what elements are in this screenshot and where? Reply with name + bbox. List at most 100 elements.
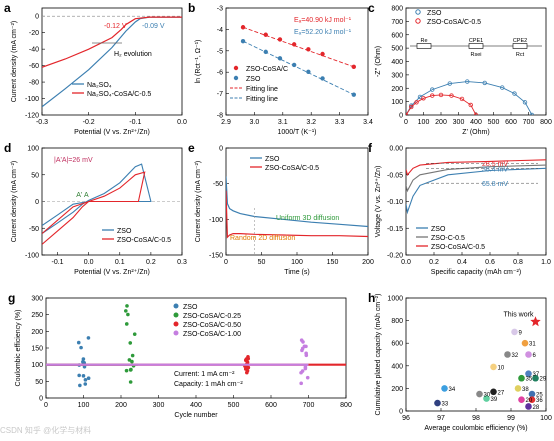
annotation: -0.12 V bbox=[104, 23, 127, 30]
cycle-point bbox=[81, 357, 86, 361]
data-point bbox=[351, 92, 356, 97]
legend-label: ZSO bbox=[431, 226, 446, 233]
y-axis-label: Cumulative plated capacity (mAh cm⁻²) bbox=[375, 294, 382, 416]
plot-area bbox=[406, 159, 546, 215]
panel-f: f 0.0 0.2 0.4 0.6 0.8 1.0 0.00 -0.05 -0.10 -0.15 -0… bbox=[368, 141, 551, 276]
annotation: Eₐ=40.90 kJ mol⁻¹ bbox=[294, 17, 352, 24]
x-tick-label: 100 bbox=[540, 415, 552, 422]
x-tick-label: 3.1 bbox=[278, 119, 288, 126]
annotation: Eₐ=52.20 kJ mol⁻¹ bbox=[294, 29, 352, 36]
x-tick-label: 400 bbox=[190, 402, 202, 409]
x-tick-label: 100 bbox=[418, 119, 430, 126]
x-tick-label: 0 bbox=[224, 259, 228, 266]
data-point bbox=[409, 104, 414, 110]
cycle-point bbox=[79, 345, 83, 350]
axes-frame bbox=[41, 7, 183, 116]
circuit-element bbox=[416, 43, 432, 49]
y-tick-label: 100 bbox=[391, 99, 403, 106]
y-tick-label: -50 bbox=[29, 226, 39, 233]
data-point bbox=[351, 64, 356, 70]
cycle-point bbox=[245, 370, 249, 375]
y-tick-label: -7 bbox=[217, 91, 223, 98]
x-tick-label: -0.3 bbox=[36, 119, 48, 126]
cycle-point bbox=[86, 336, 91, 340]
cycle-point bbox=[304, 344, 308, 349]
data-point bbox=[465, 79, 470, 84]
y-tick-label: 300 bbox=[391, 72, 403, 79]
plot-area bbox=[240, 25, 356, 97]
legend-label: Fitting line bbox=[246, 96, 278, 103]
cycle-point bbox=[245, 360, 250, 365]
y-tick-label: 0 bbox=[39, 396, 43, 403]
x-tick-label: 0.8 bbox=[513, 259, 523, 266]
legend-marker bbox=[173, 312, 179, 318]
legend-marker bbox=[173, 321, 179, 327]
x-tick-label: 0.4 bbox=[457, 259, 467, 266]
x-tick-label: 96 bbox=[402, 415, 410, 422]
x-tick-label: 100 bbox=[291, 259, 303, 266]
x-tick-label: 400 bbox=[470, 119, 482, 126]
annotation: H₂ evolution bbox=[114, 51, 152, 58]
x-tick-label: 500 bbox=[228, 402, 240, 409]
annotation: A bbox=[84, 192, 89, 199]
data-point bbox=[320, 51, 325, 57]
point-label: 9 bbox=[519, 330, 523, 336]
panel-d: d -0.1 0.0 0.1 0.2 0.3 100 50 0 -50 -100 Potential … bbox=[4, 141, 187, 276]
data-point bbox=[406, 112, 409, 115]
data-point bbox=[291, 62, 297, 68]
x-tick-label: 700 bbox=[523, 119, 535, 126]
x-tick-label: 600 bbox=[505, 119, 517, 126]
y-tick-label: -100 bbox=[25, 253, 39, 260]
y-axis-label: Voltage (V vs. Zn²⁺/Zn) bbox=[375, 166, 382, 238]
cycle-point bbox=[78, 383, 82, 388]
fitting-line bbox=[242, 26, 354, 68]
annotation: Uniform 3D diffusion bbox=[276, 215, 339, 222]
x-axis-label: Potential (V vs. Zn²⁺/Zn) bbox=[74, 269, 150, 276]
legend-label: ZSO bbox=[183, 304, 198, 311]
x-tick-label: 150 bbox=[327, 259, 339, 266]
y-tick-label: 0 bbox=[35, 199, 39, 206]
panel-b: b 2.9 3.0 3.1 3.2 3.3 3.4 -3 -4 -5 -6 -7 -8 1000/T (K… bbox=[188, 1, 373, 136]
y-tick-label: 50 bbox=[31, 172, 39, 179]
x-tick-label: 700 bbox=[303, 402, 315, 409]
x-tick-label: 600 bbox=[265, 402, 277, 409]
y-tick-label: 1000 bbox=[387, 296, 403, 303]
x-tick-label: 2.9 bbox=[221, 119, 231, 126]
y-tick-label: 150 bbox=[31, 346, 43, 353]
legend-label: ZSO-CoSA/C-0.25 bbox=[183, 313, 241, 320]
y-tick-label: 0.00 bbox=[389, 146, 403, 153]
y-tick-label: 800 bbox=[391, 6, 403, 13]
y-axis-label: -Z'' (Ohm) bbox=[375, 46, 382, 77]
circuit-element bbox=[512, 43, 528, 49]
annotation: A' bbox=[76, 192, 82, 199]
x-axis-label: Average coulombic efficiency (%) bbox=[424, 425, 527, 432]
x-axis-label: 1000/T (K⁻¹) bbox=[278, 129, 317, 136]
legend-marker bbox=[415, 9, 421, 15]
cv-curve bbox=[42, 163, 152, 235]
y-axis-label: Coulombic efficiency (%) bbox=[15, 310, 22, 387]
y-tick-label: -3 bbox=[217, 6, 223, 13]
x-tick-label: 1.0 bbox=[541, 259, 551, 266]
y-tick-label: 200 bbox=[391, 86, 403, 93]
point-label: 31 bbox=[529, 342, 536, 348]
x-tick-label: 50 bbox=[258, 259, 266, 266]
y-tick-label: 700 bbox=[391, 19, 403, 26]
data-point bbox=[482, 80, 487, 86]
x-tick-label: 200 bbox=[435, 119, 447, 126]
y-tick-label: 400 bbox=[391, 363, 403, 370]
ca-curve bbox=[226, 176, 368, 228]
y-axis-label: Current density (mA cm⁻²) bbox=[11, 21, 18, 103]
point-label: 29 bbox=[540, 377, 547, 383]
legend-label: ZSO-CoSA/C-1.00 bbox=[183, 331, 241, 338]
legend-label: ZSO-CoSA/C-0.5 bbox=[431, 244, 485, 251]
cycle-point bbox=[124, 322, 129, 326]
legend-label: ZSO-CoSA/C-0.50 bbox=[183, 322, 241, 329]
cycle-point bbox=[303, 365, 308, 369]
legend-label: Na₂SO₄-CoSA/C-0.5 bbox=[87, 91, 151, 98]
point-label: 6 bbox=[533, 353, 537, 359]
y-tick-label: 500 bbox=[391, 46, 403, 53]
y-tick-label: -8 bbox=[217, 113, 223, 120]
data-point bbox=[263, 49, 268, 55]
data-point bbox=[430, 93, 435, 98]
